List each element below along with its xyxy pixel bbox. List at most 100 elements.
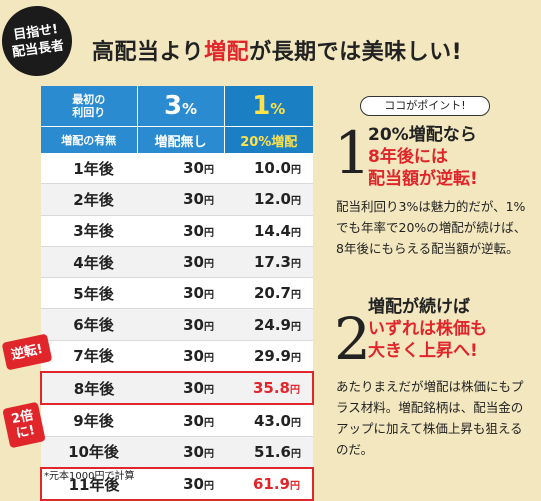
table-row: 6年後 30円 24.9円 bbox=[41, 308, 313, 341]
no-growth-cell: 30円 bbox=[137, 246, 224, 279]
growth-value: 10.0 bbox=[253, 159, 291, 178]
col3-pct-value: 3 bbox=[163, 91, 183, 121]
growth-value: 12.0 bbox=[253, 190, 291, 209]
table-row: 8年後 30円 35.8円 bbox=[40, 371, 314, 406]
yen-unit: 円 bbox=[204, 385, 214, 397]
no-growth-cell: 30円 bbox=[137, 183, 224, 216]
no-growth-value: 30 bbox=[183, 346, 204, 365]
no-growth-value: 30 bbox=[183, 159, 204, 178]
no-growth-cell: 30円 bbox=[137, 215, 224, 247]
growth-cell: 29.9円 bbox=[224, 340, 313, 373]
yen-unit: 円 bbox=[204, 417, 214, 429]
no-growth-cell: 30円 bbox=[137, 308, 224, 341]
year-cell: 5年後 bbox=[41, 277, 137, 310]
header-first-line2: 利回り bbox=[72, 106, 106, 119]
header-1pct: 1% bbox=[224, 86, 313, 127]
yen-unit: 円 bbox=[204, 165, 214, 177]
yen-unit: 円 bbox=[204, 321, 214, 333]
yen-unit: 円 bbox=[291, 352, 301, 364]
growth-value: 51.6 bbox=[253, 442, 291, 461]
no-growth-value: 30 bbox=[183, 221, 204, 240]
yen-unit: 円 bbox=[204, 448, 214, 460]
growth-value: 17.3 bbox=[253, 253, 291, 272]
no-growth-cell: 30円 bbox=[137, 340, 224, 373]
table-row: 7年後 30円 29.9円 bbox=[41, 340, 313, 373]
header-growth-label: 増配の有無 bbox=[41, 126, 138, 153]
table-row: 4年後 30円 17.3円 bbox=[41, 246, 313, 279]
table-row: 2年後 30円 12.0円 bbox=[41, 183, 313, 216]
point1-body: 配当利回り3%は魅力的だが、1%でも年率で20%の増配が続けば、8年後にもらえる… bbox=[336, 199, 527, 256]
yen-unit: 円 bbox=[291, 196, 301, 208]
point2-head-red1: いずれは株価も bbox=[368, 319, 487, 339]
table-row: 5年後 30円 20.7円 bbox=[41, 277, 313, 310]
growth-cell: 61.9円 bbox=[224, 466, 314, 501]
growth-cell: 17.3円 bbox=[224, 246, 313, 279]
point2-number: 2 bbox=[334, 305, 371, 373]
yen-unit: 円 bbox=[291, 227, 301, 239]
growth-cell: 43.0円 bbox=[224, 404, 313, 437]
no-growth-value: 30 bbox=[183, 411, 204, 430]
no-growth-cell: 30円 bbox=[137, 371, 224, 406]
year-cell: 2年後 bbox=[41, 183, 137, 216]
table-row: 1年後 30円 10.0円 bbox=[41, 153, 313, 185]
header-20pct-growth: 20%増配 bbox=[224, 126, 313, 153]
yen-unit: 円 bbox=[204, 259, 214, 271]
yen-unit: 円 bbox=[291, 165, 301, 177]
point-label: ココがポイント! bbox=[360, 96, 490, 116]
year-cell: 9年後 bbox=[41, 404, 137, 437]
year-cell: 11年後 bbox=[40, 466, 137, 501]
yen-unit: 円 bbox=[204, 481, 214, 493]
yen-unit: 円 bbox=[204, 352, 214, 364]
yen-unit: 円 bbox=[204, 196, 214, 208]
growth-value: 61.9 bbox=[252, 475, 290, 494]
col1-pct-sign: % bbox=[270, 100, 286, 118]
point2-head-red2: 大きく上昇へ! bbox=[368, 341, 478, 361]
point2-body: あたりまえだが増配は株価にもプラス材料。増配銘柄は、配当金のアップに加えて株価上… bbox=[336, 379, 524, 457]
header-initial-yield: 最初の 利回り bbox=[41, 86, 138, 127]
dividend-table: 最初の 利回り 3% 1% 増配の有無 増配無し 20%増配 1年後 30円 10.… bbox=[40, 86, 314, 501]
growth-cell: 35.8円 bbox=[224, 371, 314, 406]
growth-cell: 14.4円 bbox=[224, 215, 313, 247]
yen-unit: 円 bbox=[291, 290, 301, 302]
table-row: 9年後 30円 43.0円 bbox=[41, 404, 313, 437]
title-part2: 増配 bbox=[204, 40, 250, 65]
point2-heading: 増配が続けば いずれは株価も 大きく上昇へ! bbox=[368, 296, 487, 362]
growth-cell: 24.9円 bbox=[224, 308, 313, 341]
col1-pct-value: 1 bbox=[252, 91, 271, 121]
year-cell: 4年後 bbox=[41, 246, 137, 279]
header-first-line1: 最初の bbox=[72, 93, 106, 106]
growth-cell: 10.0円 bbox=[224, 153, 313, 185]
year-cell: 3年後 bbox=[41, 215, 137, 247]
growth-value: 20.7 bbox=[253, 284, 291, 303]
growth-cell: 20.7円 bbox=[224, 277, 313, 310]
point2-head-black: 増配が続けば bbox=[368, 297, 470, 317]
year-cell: 6年後 bbox=[41, 308, 137, 341]
yen-unit: 円 bbox=[291, 259, 301, 271]
growth-cell: 51.6円 bbox=[224, 436, 313, 469]
title-part1: 高配当より bbox=[92, 40, 205, 65]
year-cell: 7年後 bbox=[41, 340, 137, 373]
point1-number: 1 bbox=[334, 119, 371, 187]
no-growth-cell: 30円 bbox=[137, 153, 224, 185]
point1-head-black: 20%増配なら bbox=[368, 125, 477, 145]
no-growth-value: 30 bbox=[183, 379, 204, 398]
no-growth-value: 30 bbox=[183, 190, 204, 209]
no-growth-value: 30 bbox=[183, 475, 204, 494]
goal-badge: 目指せ! 配当長者 bbox=[0, 1, 77, 81]
double-tag-line2: に! bbox=[14, 423, 37, 442]
growth-value: 14.4 bbox=[253, 221, 291, 240]
growth-value: 24.9 bbox=[253, 315, 291, 334]
page-title: 高配当より増配が長期では美味しい! bbox=[92, 34, 462, 66]
table-row: 3年後 30円 14.4円 bbox=[41, 215, 313, 247]
yen-unit: 円 bbox=[204, 290, 214, 302]
no-growth-cell: 30円 bbox=[137, 436, 224, 469]
yen-unit: 円 bbox=[204, 227, 214, 239]
point1-head-red2: 配当額が逆転! bbox=[368, 169, 478, 189]
point1-heading: 20%増配なら 8年後には 配当額が逆転! bbox=[368, 124, 478, 190]
growth-value: 35.8 bbox=[252, 379, 290, 398]
yen-unit: 円 bbox=[290, 385, 300, 397]
no-growth-cell: 30円 bbox=[137, 277, 224, 310]
table-row: 10年後 30円 51.6円 bbox=[41, 436, 313, 469]
title-part3: が長期では美味しい! bbox=[249, 40, 463, 65]
no-growth-value: 30 bbox=[183, 253, 204, 272]
